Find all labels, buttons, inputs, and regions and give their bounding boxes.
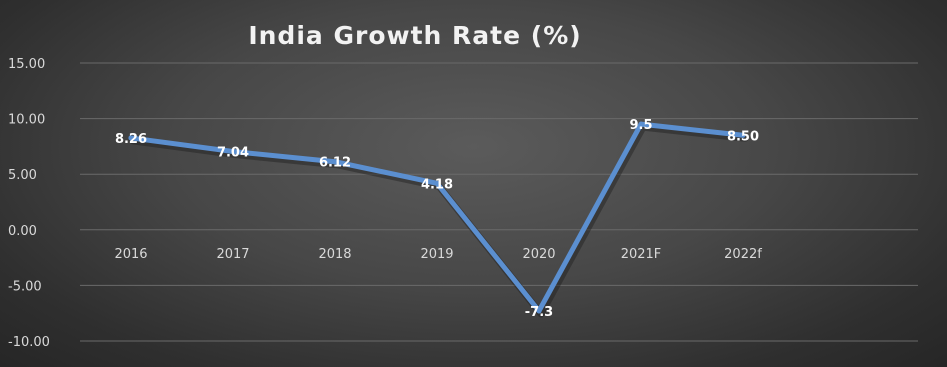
y-tick-label: 10.00 (8, 113, 45, 128)
data-label: 9.5 (629, 118, 652, 133)
y-tick-label: 0.00 (8, 224, 37, 239)
data-label: 8.50 (727, 129, 759, 144)
x-tick-label: 2016 (114, 247, 147, 262)
x-tick-label: 2018 (318, 247, 351, 262)
y-tick-label: -5.00 (8, 279, 42, 294)
data-label: 4.18 (421, 177, 453, 192)
x-tick-label: 2019 (420, 247, 453, 262)
gridlines (80, 63, 918, 341)
x-tick-label: 2020 (522, 247, 555, 262)
data-label: -7.3 (525, 305, 553, 320)
chart-title: India Growth Rate (%) (248, 21, 581, 50)
y-axis-ticks: 15.00 10.00 5.00 0.00 -5.00 -10.00 (8, 57, 50, 350)
data-label: 8.26 (115, 132, 147, 147)
data-label: 6.12 (319, 156, 351, 171)
x-tick-label: 2022f (724, 247, 762, 262)
x-tick-label: 2017 (216, 247, 249, 262)
data-label: 7.04 (217, 146, 249, 161)
x-axis-ticks: 2016 2017 2018 2019 2020 2021F 2022f (114, 247, 762, 262)
y-tick-label: 15.00 (8, 57, 45, 72)
y-tick-label: -10.00 (8, 335, 50, 350)
x-tick-label: 2021F (621, 247, 662, 262)
y-tick-label: 5.00 (8, 168, 37, 183)
